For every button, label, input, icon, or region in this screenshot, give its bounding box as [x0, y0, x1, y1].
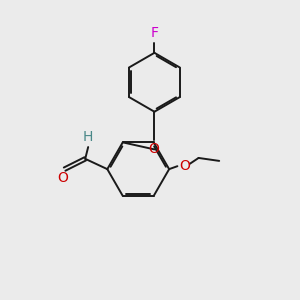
Text: F: F: [150, 26, 158, 40]
Text: O: O: [58, 172, 69, 185]
Text: O: O: [148, 142, 159, 156]
Text: O: O: [180, 159, 190, 172]
Text: H: H: [83, 130, 93, 143]
